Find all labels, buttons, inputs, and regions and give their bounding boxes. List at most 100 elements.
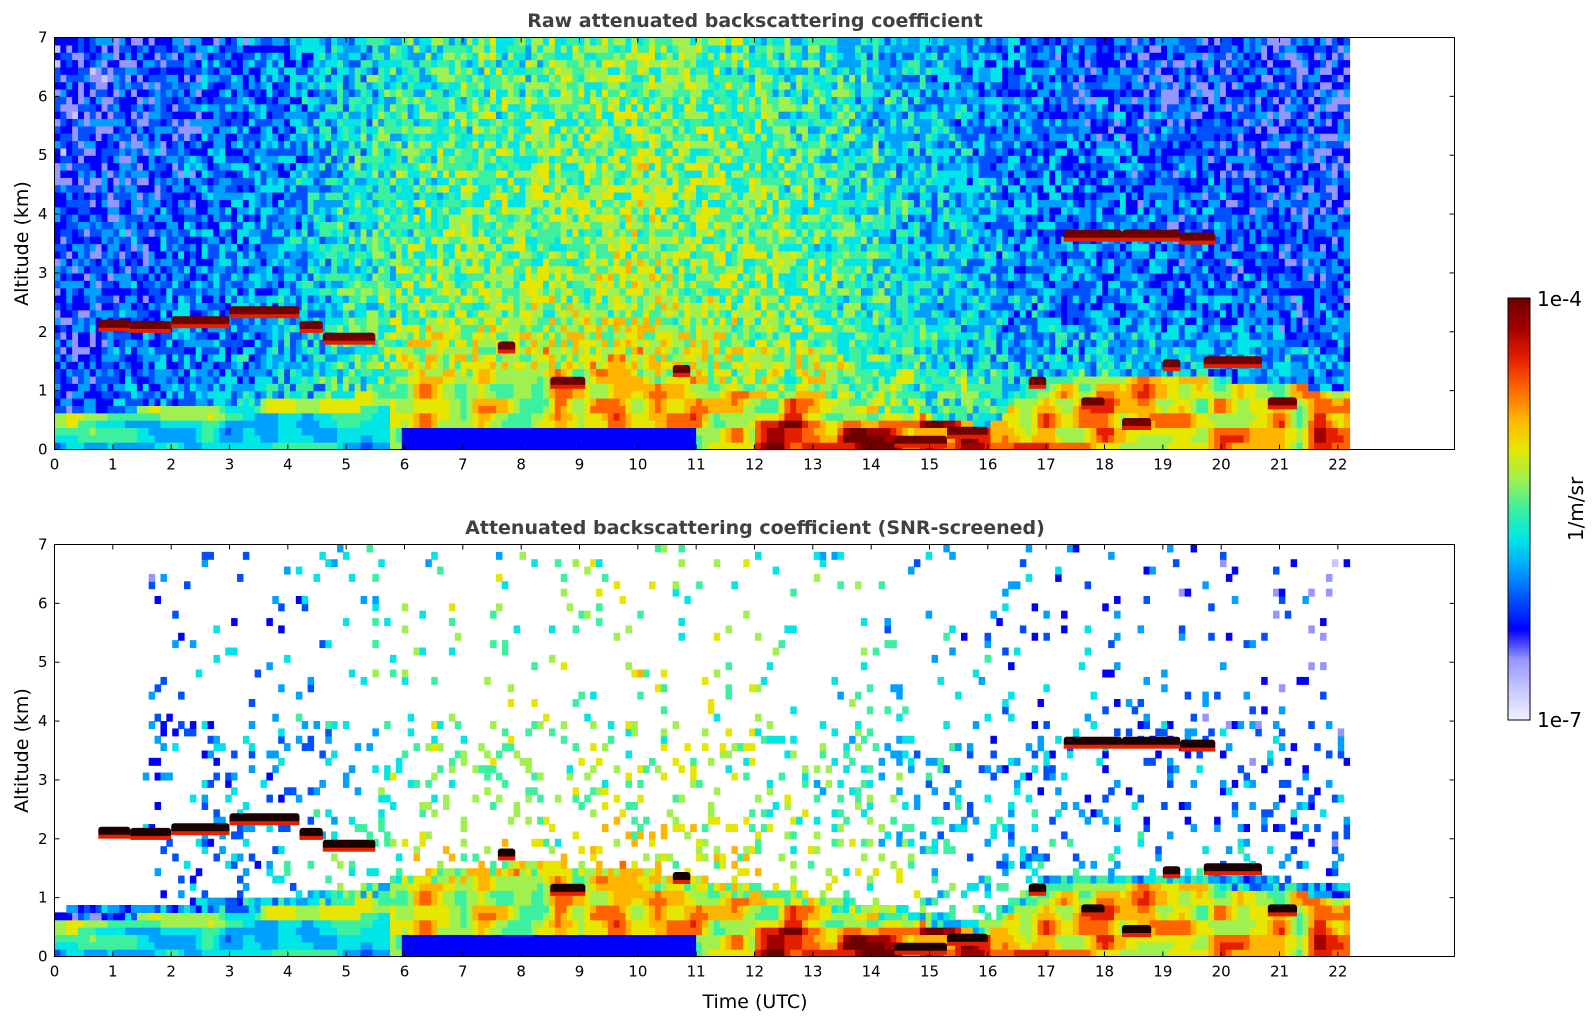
heatmap-cell [266, 192, 273, 200]
heatmap-cell [119, 346, 126, 355]
heatmap-cell [113, 361, 120, 370]
heatmap-cell [548, 155, 556, 164]
heatmap-cell [54, 368, 61, 377]
heatmap-cell [66, 383, 73, 392]
heatmap-cell [195, 192, 203, 200]
heatmap-cell [272, 59, 279, 68]
heatmap-cell [548, 427, 556, 436]
heatmap-cell [66, 147, 73, 156]
heatmap-cell [366, 59, 373, 68]
heatmap-cell [401, 44, 409, 53]
heatmap-cell [260, 162, 268, 171]
heatmap-cell [260, 287, 268, 296]
heatmap-cell [460, 133, 468, 142]
heatmap-cell [60, 383, 67, 392]
heatmap-cell [107, 221, 114, 230]
heatmap-cell [572, 66, 579, 75]
heatmap-cell [401, 295, 409, 303]
heatmap-cell [390, 169, 397, 178]
heatmap-cell [266, 361, 273, 370]
heatmap-cell [207, 133, 215, 142]
heatmap-cell [325, 206, 332, 215]
heatmap-cell [495, 66, 503, 75]
heatmap-cell [201, 331, 209, 340]
heatmap-cell [531, 133, 538, 142]
heatmap-cell [384, 295, 391, 303]
heatmap-cell [325, 140, 332, 149]
heatmap-cell [407, 199, 415, 208]
heatmap-cell [337, 162, 344, 171]
heatmap-cell [437, 442, 444, 451]
heatmap-cell [448, 250, 456, 259]
heatmap-cell [278, 250, 285, 259]
heatmap-cell [101, 361, 109, 370]
heatmap-cell [390, 383, 397, 392]
heatmap-cell [272, 383, 279, 392]
heatmap-cell [443, 295, 450, 303]
heatmap-cell [525, 309, 532, 318]
heatmap-cell [513, 103, 521, 112]
heatmap-cell [295, 169, 303, 178]
heatmap-cell [319, 44, 326, 53]
heatmap-cell [537, 309, 544, 318]
heatmap-cell [236, 258, 244, 267]
heatmap-cell [484, 177, 491, 186]
heatmap-cell [419, 96, 426, 105]
heatmap-cell [395, 81, 403, 90]
heatmap-cell [89, 434, 97, 443]
heatmap-cell [160, 147, 167, 156]
heatmap-cell [372, 250, 379, 259]
heatmap-cell [413, 184, 421, 193]
heatmap-cell [172, 228, 179, 237]
heatmap-cell [366, 295, 373, 303]
heatmap-cell [207, 420, 215, 429]
heatmap-cell [284, 177, 291, 186]
heatmap-cell [484, 383, 491, 392]
heatmap-cell [95, 361, 103, 370]
heatmap-cell [266, 295, 273, 303]
heatmap-cell [395, 228, 403, 237]
heatmap-cell [384, 309, 391, 318]
heatmap-cell [360, 405, 368, 414]
heatmap-cell [513, 81, 521, 90]
heatmap-cell [131, 412, 138, 421]
heatmap-cell [484, 324, 491, 333]
heatmap-cell [266, 140, 273, 149]
heatmap-cell [107, 147, 114, 156]
heatmap-cell [72, 184, 79, 193]
heatmap-cell [390, 236, 397, 245]
heatmap-cell [195, 280, 203, 289]
heatmap-cell [284, 427, 291, 436]
heatmap-cell [319, 353, 326, 362]
heatmap-cell [148, 398, 156, 406]
heatmap-cell [537, 295, 544, 303]
heatmap-cell [278, 442, 285, 451]
heatmap-cell [178, 265, 185, 274]
heatmap-cell [337, 37, 344, 46]
heatmap-cell [195, 309, 203, 318]
heatmap-cell [101, 59, 109, 68]
heatmap-cell [78, 169, 85, 178]
heatmap-cell [366, 52, 373, 61]
heatmap-cell [419, 324, 426, 333]
heatmap-cell [331, 66, 338, 75]
heatmap-cell [325, 236, 332, 245]
heatmap-cell [543, 111, 550, 120]
heatmap-cell [254, 66, 262, 75]
heatmap-cell [519, 155, 527, 164]
heatmap-cell [207, 287, 215, 296]
heatmap-cell [319, 59, 326, 68]
heatmap-cell [554, 74, 562, 83]
heatmap-cell [537, 140, 544, 149]
heatmap-cell [248, 162, 256, 171]
heatmap-cell [207, 89, 215, 97]
heatmap-cell [307, 103, 315, 112]
heatmap-cell [366, 133, 373, 142]
heatmap-cell [307, 272, 315, 281]
heatmap-cell [513, 331, 521, 340]
heatmap-cell [95, 147, 103, 156]
heatmap-cell [66, 169, 73, 178]
heatmap-cell [572, 103, 579, 112]
heatmap-cell [95, 309, 103, 318]
heatmap-cell [201, 368, 209, 377]
